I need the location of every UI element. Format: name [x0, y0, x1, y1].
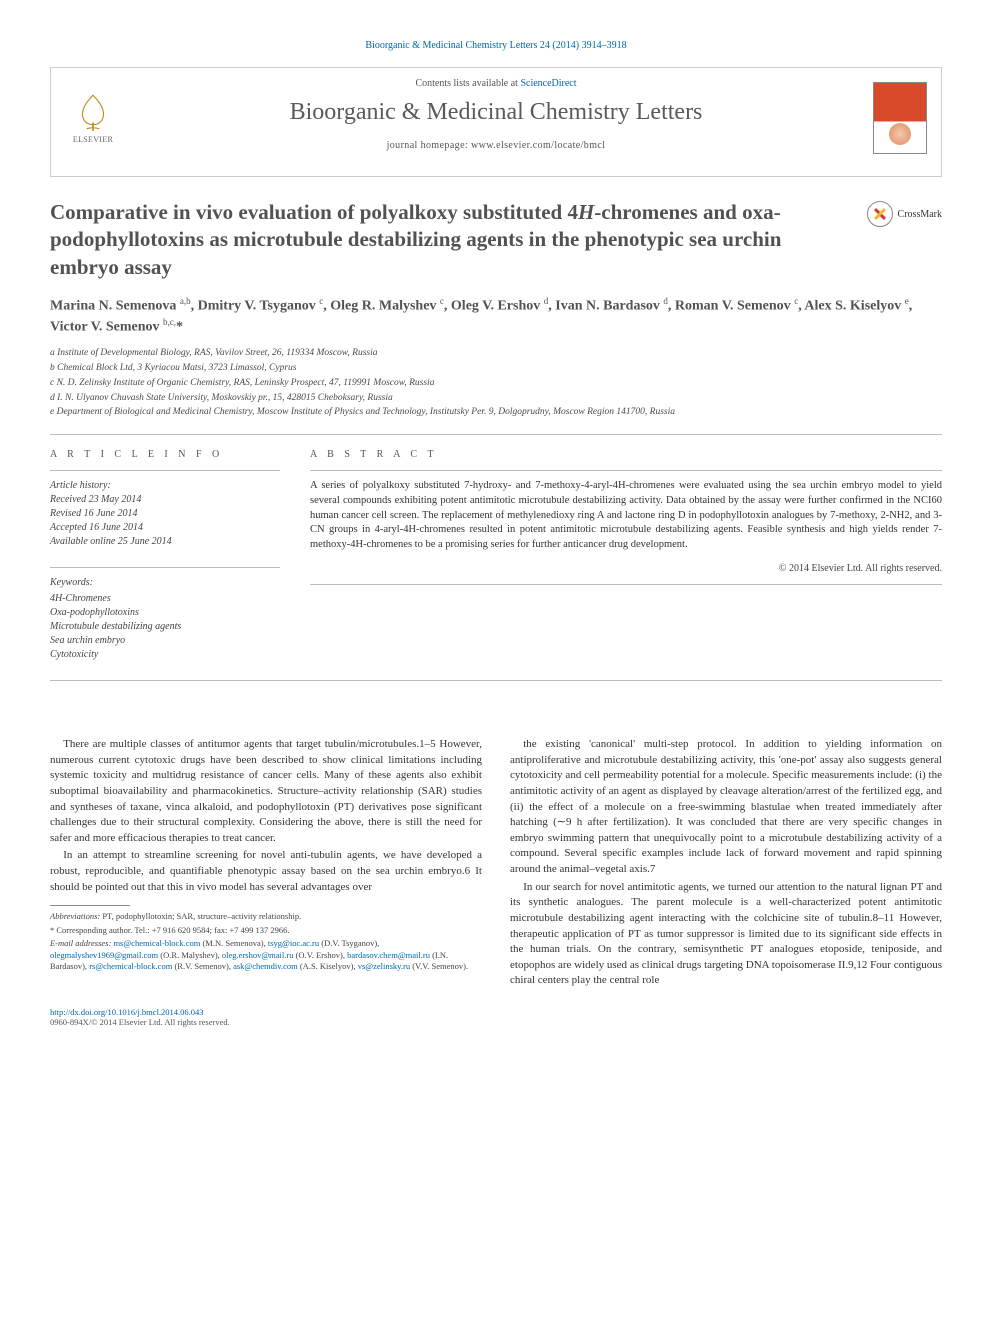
article-info-heading: A R T I C L E I N F O [50, 449, 280, 460]
sciencedirect-link[interactable]: ScienceDirect [520, 78, 576, 89]
doi-link[interactable]: http://dx.doi.org/10.1016/j.bmcl.2014.06… [50, 1007, 204, 1017]
publisher-logo: ELSEVIER [65, 82, 121, 152]
journal-cover-thumbnail [873, 82, 927, 154]
abstract-heading: A B S T R A C T [310, 449, 942, 460]
abstract-text: A series of polyalkoxy substituted 7-hyd… [310, 479, 942, 552]
article-history: Article history: Received 23 May 2014 Re… [50, 479, 280, 549]
divider [50, 567, 280, 568]
journal-banner: ELSEVIER Contents lists available at Sci… [50, 67, 942, 177]
abstract-copyright: © 2014 Elsevier Ltd. All rights reserved… [310, 563, 942, 574]
divider [310, 470, 942, 471]
divider [50, 434, 942, 435]
affiliation: d I. N. Ulyanov Chuvash State University… [50, 392, 942, 406]
author-list: Marina N. Semenova a,b, Dmitry V. Tsygan… [50, 295, 942, 338]
article-info-column: A R T I C L E I N F O Article history: R… [50, 449, 280, 662]
crossmark-label: CrossMark [898, 208, 942, 221]
journal-title: Bioorganic & Medicinal Chemistry Letters [145, 99, 847, 126]
body-paragraph: In an attempt to streamline screening fo… [50, 848, 482, 895]
abstract-column: A B S T R A C T A series of polyalkoxy s… [310, 449, 942, 662]
page-footer: http://dx.doi.org/10.1016/j.bmcl.2014.06… [50, 1007, 942, 1027]
contents-available: Contents lists available at ScienceDirec… [145, 78, 847, 89]
article-title: Comparative in vivo evaluation of polyal… [50, 199, 942, 281]
journal-homepage: journal homepage: www.elsevier.com/locat… [145, 140, 847, 151]
divider [310, 584, 942, 585]
header-citation: Bioorganic & Medicinal Chemistry Letters… [50, 40, 942, 51]
affiliations: a Institute of Developmental Biology, RA… [50, 347, 942, 420]
issn-copyright: 0960-894X/© 2014 Elsevier Ltd. All right… [50, 1017, 230, 1027]
elsevier-tree-icon [72, 91, 114, 133]
footnote-rule [50, 905, 130, 906]
article-body: There are multiple classes of antitumor … [50, 737, 942, 989]
keywords-block: Keywords: 4H-Chromenes Oxa-podophyllotox… [50, 576, 280, 662]
crossmark-icon [867, 201, 893, 227]
affiliation: b Chemical Block Ltd, 3 Kyriacou Matsi, … [50, 362, 942, 376]
crossmark-badge[interactable]: CrossMark [867, 201, 942, 227]
body-paragraph: In our search for novel antimitotic agen… [510, 880, 942, 989]
affiliation: c N. D. Zelinsky Institute of Organic Ch… [50, 377, 942, 391]
divider [50, 680, 942, 681]
footnotes: Abbreviations: PT, podophyllotoxin; SAR,… [50, 911, 482, 972]
publisher-name: ELSEVIER [73, 135, 113, 144]
body-paragraph: There are multiple classes of antitumor … [50, 737, 482, 846]
homepage-url[interactable]: www.elsevier.com/locate/bmcl [471, 140, 605, 151]
affiliation: a Institute of Developmental Biology, RA… [50, 347, 942, 361]
body-paragraph: the existing 'canonical' multi-step prot… [510, 737, 942, 877]
affiliation: e Department of Biological and Medicinal… [50, 406, 942, 420]
divider [50, 470, 280, 471]
